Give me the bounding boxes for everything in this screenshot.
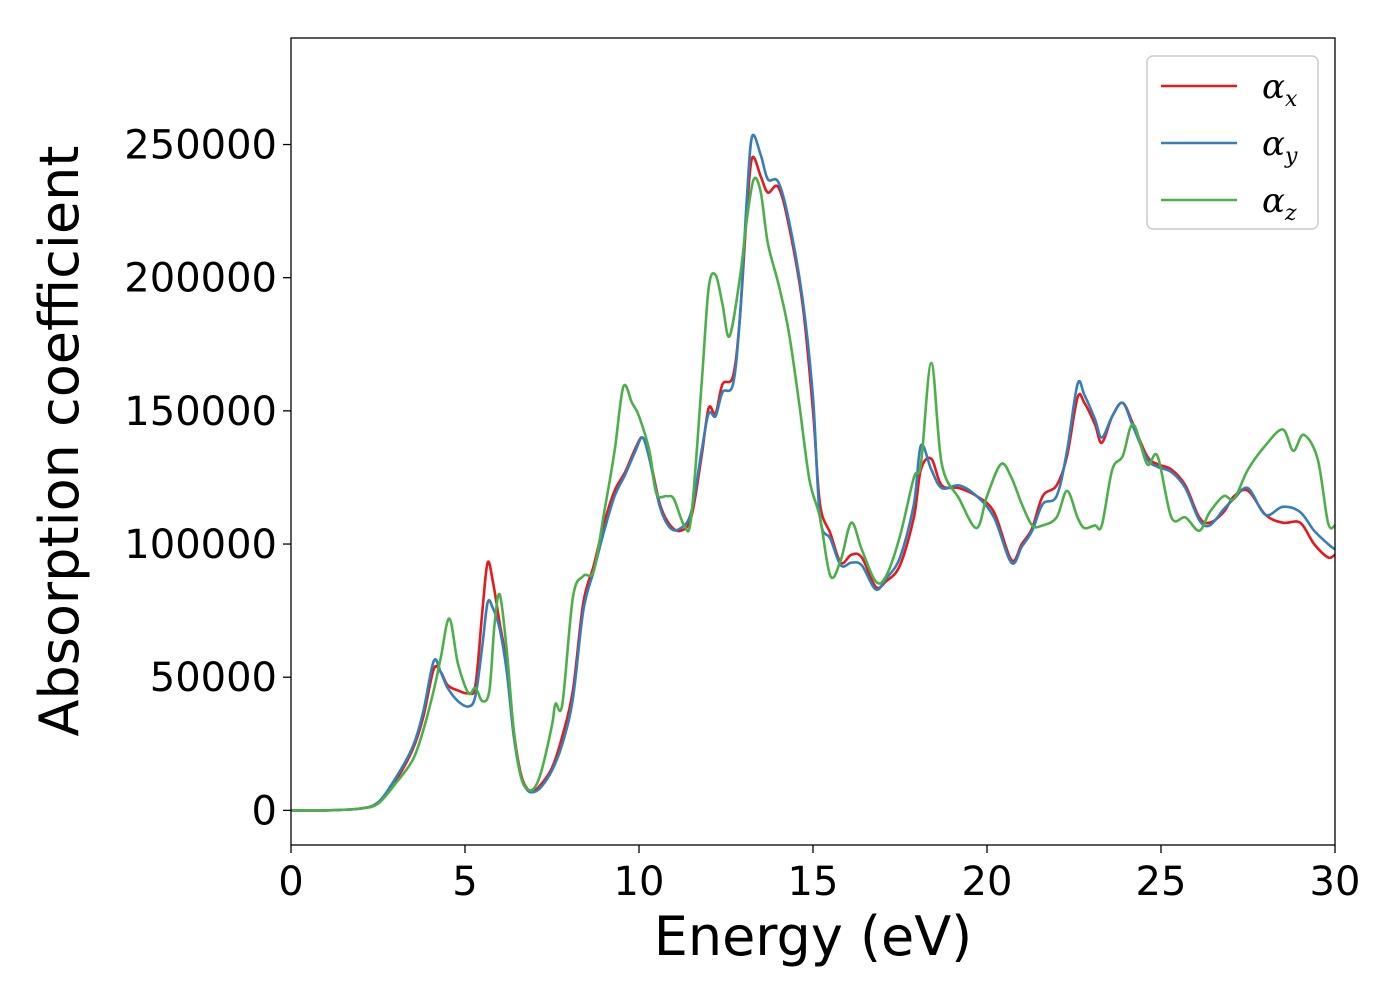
y-tick-label: 250000 bbox=[124, 123, 277, 169]
x-tick-label: 0 bbox=[278, 859, 303, 905]
x-tick-label: 5 bbox=[452, 859, 477, 905]
y-axis-label: Absorption coefficient bbox=[28, 146, 91, 737]
x-axis-label: Energy (eV) bbox=[654, 905, 973, 968]
legend-label-x: αx bbox=[1262, 67, 1298, 112]
x-tick-label: 10 bbox=[614, 859, 665, 905]
y-tick-label: 100000 bbox=[124, 522, 277, 568]
series-line-y bbox=[291, 133, 1335, 812]
legend: αx αy αz bbox=[1146, 55, 1319, 230]
legend-label-y: αy bbox=[1262, 124, 1298, 169]
series-line-x bbox=[291, 155, 1335, 812]
x-tick-label: 15 bbox=[788, 859, 839, 905]
x-tick-label: 30 bbox=[1310, 859, 1361, 905]
x-tick-label: 20 bbox=[962, 859, 1013, 905]
x-axis: 0 5 10 15 20 25 30 bbox=[278, 845, 1360, 905]
x-tick-label: 25 bbox=[1136, 859, 1187, 905]
y-tick-label: 200000 bbox=[124, 256, 277, 302]
y-tick-label: 150000 bbox=[124, 389, 277, 435]
y-axis: 0 50000 100000 150000 200000 250000 bbox=[124, 123, 291, 834]
y-tick-label: 50000 bbox=[150, 655, 277, 701]
legend-label-z: αz bbox=[1262, 181, 1297, 226]
y-tick-label: 0 bbox=[252, 788, 277, 834]
series-lines bbox=[291, 133, 1335, 812]
series-line-z bbox=[291, 176, 1335, 812]
